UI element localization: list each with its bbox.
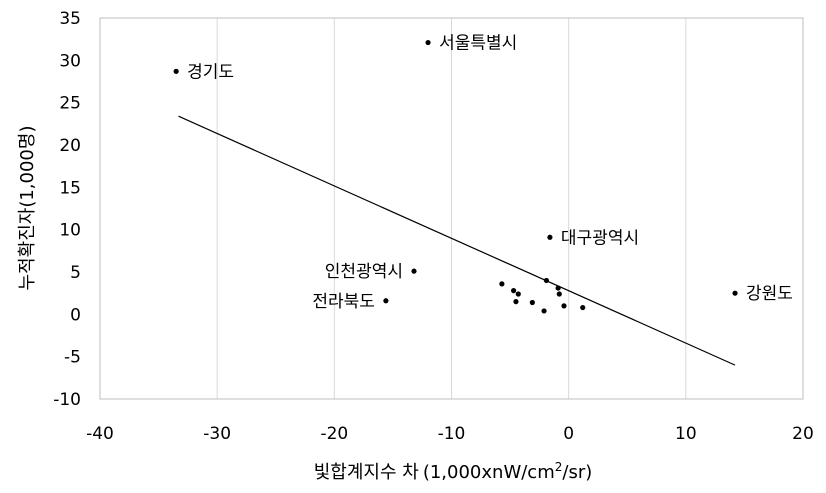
y-tick-label: 25 xyxy=(59,94,81,114)
y-tick-label: 30 xyxy=(59,51,81,71)
data-point xyxy=(543,277,550,284)
y-tick-label: -10 xyxy=(53,390,81,410)
y-tick-label: -5 xyxy=(64,348,81,368)
y-axis-title: 누적확진자(1,000명) xyxy=(17,126,38,291)
y-axis-ticks: -10 -5 0 5 10 15 20 25 30 35 xyxy=(53,9,81,410)
x-tick-label: -40 xyxy=(86,424,114,444)
data-point xyxy=(515,291,521,297)
data-point xyxy=(555,285,561,291)
data-point xyxy=(499,281,505,287)
data-point xyxy=(561,303,567,309)
y-tick-label: 5 xyxy=(70,263,81,283)
x-tick-label: 20 xyxy=(792,424,814,444)
point-label: 전라북도 xyxy=(312,292,375,312)
x-tick-label: -10 xyxy=(438,424,466,444)
data-point xyxy=(732,290,738,296)
data-point xyxy=(411,268,417,274)
trend-line xyxy=(178,115,736,366)
data-point xyxy=(510,288,517,294)
y-tick-label: 35 xyxy=(59,9,81,29)
data-point xyxy=(580,304,586,311)
plot-area xyxy=(99,17,804,400)
data-point xyxy=(547,234,553,240)
data-point xyxy=(173,68,179,74)
data-point xyxy=(529,299,535,306)
data-point xyxy=(383,298,389,304)
point-label: 서울특별시 xyxy=(439,34,517,54)
x-axis-title: 빛합계지수 차 (1,000xnW/cm2/sr) xyxy=(314,460,593,483)
data-point xyxy=(425,39,431,46)
point-label: 강원도 xyxy=(746,284,793,304)
data-point xyxy=(556,291,562,297)
y-tick-label: 10 xyxy=(59,221,81,241)
data-point xyxy=(513,299,519,305)
y-tick-label: 15 xyxy=(59,178,81,198)
data-points xyxy=(173,39,738,314)
data-point xyxy=(541,308,547,314)
x-axis-ticks: -40 -30 -20 -10 0 10 20 xyxy=(86,424,814,444)
x-tick-label: 0 xyxy=(563,424,574,444)
point-label: 대구광역시 xyxy=(561,228,639,248)
x-tick-label: -20 xyxy=(320,424,348,444)
point-label: 경기도 xyxy=(187,62,234,82)
point-label: 인천광역시 xyxy=(325,262,403,282)
x-tick-label: -30 xyxy=(203,424,231,444)
x-tick-label: 10 xyxy=(675,424,697,444)
y-tick-label: 0 xyxy=(70,305,81,325)
y-tick-label: 20 xyxy=(59,136,81,156)
